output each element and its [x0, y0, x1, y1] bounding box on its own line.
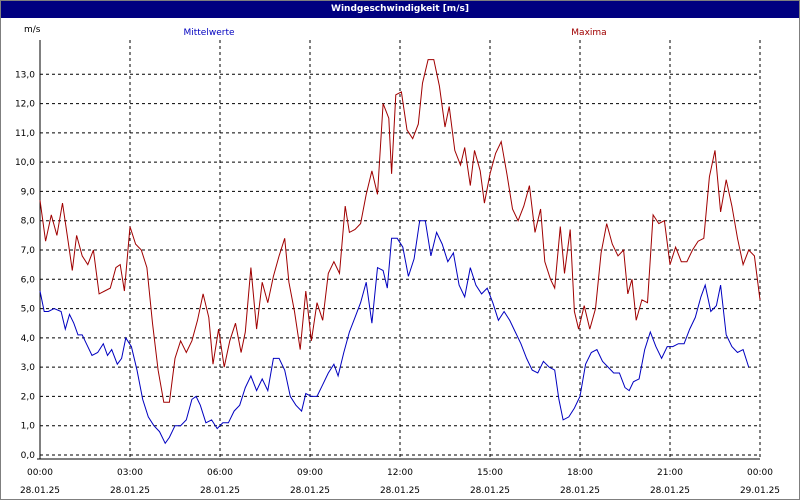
y-tick-label: 4,0: [21, 334, 36, 344]
chart-series: [39, 59, 761, 445]
y-tick-label: 11,0: [15, 129, 35, 139]
wind-speed-chart: 0,0 1,0 2,0 3,0 4,0 5,0 6,0 7,0 8,0 9,0 10,0 11,0 12…: [15, 25, 780, 496]
y-tick-label: 13,0: [15, 70, 35, 80]
x-tick-time: 21:00: [657, 468, 683, 478]
x-tick-time: 15:00: [477, 468, 503, 478]
x-tick-date: 28.01.25: [650, 486, 690, 496]
chart-axes: [37, 40, 760, 460]
y-tick-label: 10,0: [15, 158, 35, 168]
legend-mittelwerte: Mittelwerte: [183, 28, 234, 38]
y-tick-label: 5,0: [21, 305, 36, 315]
y-tick-label: 2,0: [21, 392, 36, 402]
x-tick-time: 00:00: [27, 468, 53, 478]
series-line-maxima: [39, 59, 761, 403]
legend-maxima: Maxima: [571, 28, 606, 38]
x-tick-time: 06:00: [207, 468, 233, 478]
x-tick-date: 28.01.25: [470, 486, 510, 496]
window-title: Windgeschwindigkeit [m/s]: [1, 1, 799, 18]
y-axis-label: m/s: [24, 25, 41, 35]
x-tick-date: 28.01.25: [200, 486, 240, 496]
x-tick-time: 12:00: [387, 468, 413, 478]
x-tick-date: 28.01.25: [20, 486, 60, 496]
y-tick-label: 12,0: [15, 100, 35, 110]
x-tick-date: 28.01.25: [110, 486, 150, 496]
chart-labels: 0,0 1,0 2,0 3,0 4,0 5,0 6,0 7,0 8,0 9,0 10,0 11,0 12…: [15, 25, 780, 496]
x-tick-time: 09:00: [297, 468, 323, 478]
y-tick-label: 0,0: [21, 451, 36, 461]
chart-grid: [39, 40, 761, 459]
x-tick-time: 03:00: [117, 468, 143, 478]
series-line-mittelwerte: [39, 220, 750, 445]
y-tick-label: 1,0: [21, 422, 36, 432]
y-tick-label: 8,0: [21, 217, 36, 227]
x-tick-date: 28.01.25: [290, 486, 330, 496]
x-tick-date: 28.01.25: [380, 486, 420, 496]
x-tick-date: 28.01.25: [560, 486, 600, 496]
y-tick-label: 3,0: [21, 363, 36, 373]
x-tick-time: 00:00: [747, 468, 773, 478]
x-tick-time: 18:00: [567, 468, 593, 478]
y-tick-label: 7,0: [21, 246, 36, 256]
y-tick-label: 6,0: [21, 275, 36, 285]
x-tick-date: 29.01.25: [740, 486, 780, 496]
y-tick-label: 9,0: [21, 187, 36, 197]
